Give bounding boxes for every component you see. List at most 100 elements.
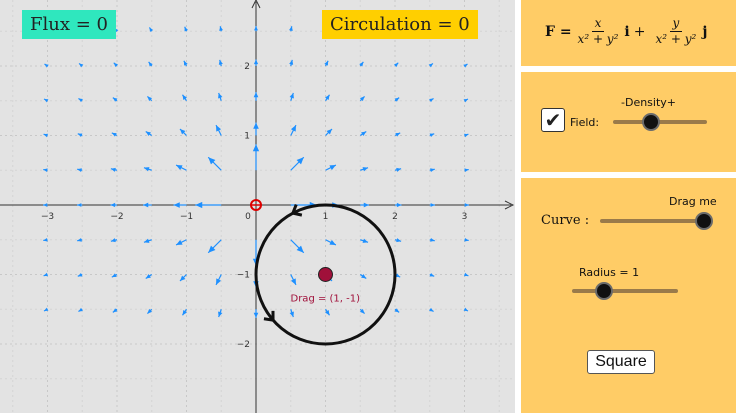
- field-arrow-head: [429, 307, 434, 312]
- field-arrow-head: [430, 238, 435, 242]
- field-arrow-head: [77, 272, 83, 277]
- field-arrow-head: [184, 26, 189, 32]
- field-arrow-head: [173, 202, 180, 208]
- field-arrow-head: [112, 308, 118, 313]
- field-arrow-head: [429, 272, 435, 277]
- field-arrow-head: [218, 59, 223, 65]
- field-arrow-head: [396, 202, 402, 208]
- field-arrow-head: [218, 92, 223, 99]
- term2-numerator: y: [669, 16, 683, 32]
- flux-badge: Flux = 0: [22, 10, 116, 39]
- field-arrow-head: [111, 132, 117, 137]
- field-arrow-head: [296, 245, 304, 253]
- field-arrow-head: [43, 203, 48, 207]
- field-arrow-head: [289, 59, 294, 65]
- y-tick-label: −1: [237, 271, 250, 281]
- vector-field-plot[interactable]: −3 −2 −1 0 1 2 3 2 1 −1 −2 Drag = (1, -1): [0, 0, 515, 413]
- field-arrow-head: [145, 131, 151, 136]
- field-arrow-head: [326, 129, 332, 135]
- curve-group: Drag = (1, -1): [250, 199, 397, 346]
- field-arrow-head: [363, 202, 369, 208]
- field-arrow-head: [394, 97, 400, 102]
- field-arrow-head: [464, 168, 469, 173]
- field-arrow-head: [79, 63, 84, 68]
- field-arrow-head: [143, 202, 149, 208]
- field-arrow-head: [359, 96, 365, 102]
- field-arrow-head: [362, 167, 369, 172]
- field-arrow-head: [110, 238, 116, 243]
- y-tick-label: −2: [237, 340, 250, 350]
- field-arrow-head: [396, 238, 402, 243]
- field-arrow-head: [110, 202, 116, 208]
- field-arrow-head: [464, 237, 469, 242]
- x-tick-label: −2: [110, 212, 123, 222]
- field-arrow-head: [395, 273, 401, 278]
- term2-denominator: x² + y²: [655, 32, 697, 46]
- field-arrow-head: [289, 92, 294, 99]
- field-arrow-head: [43, 237, 48, 242]
- field-arrow-head: [195, 201, 203, 209]
- checkmark-icon: ✔: [544, 108, 562, 132]
- field-arrow-head: [430, 203, 435, 207]
- field-arrow-head: [463, 64, 468, 68]
- sidebar: F = x x² + y² i + y x² + y² j -Density+ …: [515, 0, 736, 413]
- field-arrow-head: [463, 307, 468, 311]
- y-tick-label: 1: [244, 132, 250, 142]
- drag-point[interactable]: [318, 267, 333, 282]
- x-tick-label: −1: [180, 212, 193, 222]
- field-arrow-head: [253, 59, 259, 65]
- field-arrow-head: [111, 273, 117, 278]
- density-slider-knob[interactable]: [641, 113, 660, 131]
- radius-slider[interactable]: [572, 289, 678, 293]
- curve-slider[interactable]: [600, 219, 704, 223]
- field-arrow-head: [77, 133, 83, 138]
- field-arrow-head: [359, 61, 364, 67]
- field-arrow-head: [216, 278, 222, 285]
- field-arrow-head: [43, 272, 48, 277]
- field-arrow-head: [395, 132, 401, 137]
- field-arrow-head: [253, 122, 259, 129]
- tick-labels: −3 −2 −1 0 1 2 3 2 1 −1 −2: [41, 62, 468, 350]
- field-arrow-head: [219, 26, 223, 31]
- square-button[interactable]: Square: [587, 350, 655, 374]
- field-arrow-head: [430, 168, 435, 172]
- field-arrow-head: [290, 278, 296, 285]
- curve-slider-knob[interactable]: [695, 212, 713, 230]
- field-arrow-head: [289, 311, 294, 318]
- field-arrow-head: [393, 62, 399, 68]
- field-arrow-head: [429, 133, 435, 138]
- graphics-view[interactable]: −3 −2 −1 0 1 2 3 2 1 −1 −2 Drag = (1, -1) Flux = 0…: [0, 0, 515, 413]
- x-axis-arrowhead: [504, 200, 515, 210]
- term1-denominator: x² + y²: [577, 32, 619, 46]
- field-arrow-head: [253, 312, 259, 318]
- field-arrow-head: [324, 60, 329, 66]
- field-arrow-head: [176, 239, 183, 245]
- circulation-badge: Circulation = 0: [322, 10, 478, 39]
- density-slider[interactable]: [613, 120, 707, 124]
- grid-lines: [0, 0, 515, 413]
- field-arrow-head: [218, 311, 223, 318]
- field-checkbox[interactable]: ✔: [541, 108, 565, 132]
- drag-me-hint: Drag me: [669, 195, 717, 208]
- field-arrow-head: [78, 98, 83, 103]
- field-arrow-head: [361, 131, 367, 136]
- field-arrow-head: [148, 61, 153, 67]
- field-arrow-head: [145, 274, 151, 279]
- radius-slider-knob[interactable]: [594, 282, 613, 300]
- x-tick-label: −3: [41, 212, 54, 222]
- field-arrow-head: [143, 238, 150, 243]
- field-arrow-head: [112, 97, 118, 102]
- closed-curve: [254, 203, 397, 346]
- field-arrow-head: [290, 125, 296, 132]
- curve-orientation-arrow: [263, 310, 275, 322]
- field-arrow-head: [429, 98, 434, 103]
- field-arrow-head: [180, 129, 186, 135]
- field-arrow-head: [147, 308, 153, 314]
- term2-fraction: y x² + y²: [652, 16, 699, 47]
- field-arrow-head: [113, 62, 119, 68]
- field-arrow-head: [428, 63, 433, 68]
- field-arrow-head: [180, 275, 186, 281]
- field-arrow-head: [464, 203, 469, 207]
- curve-orientation-arrow: [290, 204, 303, 217]
- field-arrow-head: [77, 238, 82, 242]
